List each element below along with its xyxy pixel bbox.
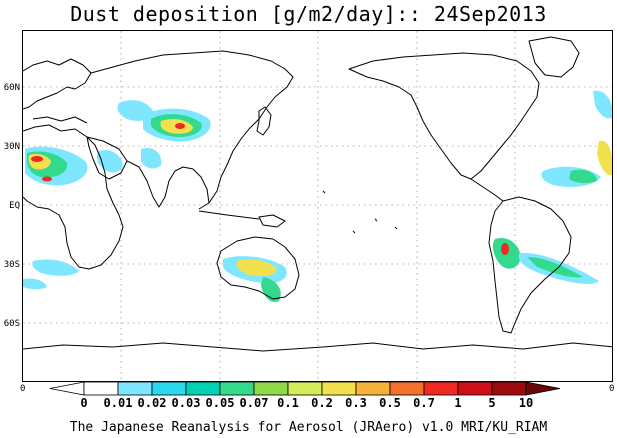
coast-south-america <box>488 196 572 334</box>
lat-label-30s: 30S <box>3 260 20 270</box>
dust-plume-atlantic-core <box>569 169 597 184</box>
dust-peak-patagonia <box>501 243 509 255</box>
colorbar-tick-label: 0.3 <box>345 396 367 410</box>
lat-label-30n: 30N <box>3 142 20 152</box>
coast-pacific-islands <box>322 190 398 234</box>
coast-indonesia <box>198 210 260 220</box>
dust-plume-south-atlantic <box>23 278 47 290</box>
colorbar-tick-label: 1 <box>454 396 462 410</box>
colorbar-cell <box>219 381 255 396</box>
colorbar-cell <box>355 381 391 396</box>
colorbar-cell <box>253 381 289 396</box>
colorbar-tick-label: 0.7 <box>413 396 435 410</box>
coast-africa <box>23 124 124 270</box>
colorbar-tick-label: 0.02 <box>137 396 167 410</box>
coast-north-america <box>348 52 540 180</box>
colorbar-tick-label: 10 <box>518 396 534 410</box>
colorbar-cells <box>49 381 561 396</box>
colorbar-cell <box>117 381 153 396</box>
map-graticule <box>23 31 612 381</box>
colorbar-cell <box>457 381 493 396</box>
coast-mediterranean <box>32 116 88 124</box>
coast-europe <box>23 58 92 110</box>
coast-greenland <box>528 36 580 78</box>
colorbar-cell <box>83 381 119 396</box>
colorbar-tick-label: 0.1 <box>277 396 299 410</box>
colorbar-cell <box>287 381 323 396</box>
colorbar-tick-label: 0.07 <box>239 396 269 410</box>
map-title: Dust deposition [g/m2/day]:: 24Sep2013 <box>70 2 547 26</box>
coast-india <box>126 160 210 208</box>
colorbar <box>49 381 561 396</box>
coast-australia <box>216 236 300 300</box>
coast-asia-north <box>90 50 294 88</box>
dust-plume-east-edge <box>593 90 612 119</box>
lat-label-60n: 60N <box>3 83 20 93</box>
dust-plume-south-atlantic-core <box>527 257 583 278</box>
corner-label-right: 0 <box>609 384 615 394</box>
dust-plume-australia-mid <box>236 259 277 277</box>
coast-asia-east <box>198 86 288 210</box>
colorbar-cell <box>151 381 187 396</box>
colorbar-cell <box>423 381 459 396</box>
coast-antarctica <box>23 342 612 352</box>
dust-peak-sahara-2 <box>42 176 52 182</box>
dust-plume-south-africa <box>32 259 79 276</box>
corner-label-left: 0 <box>20 384 26 394</box>
map-coastlines <box>23 36 612 352</box>
colorbar-tick-label: 0.05 <box>205 396 235 410</box>
map-panel <box>22 30 613 382</box>
colorbar-arrow-low <box>49 381 85 396</box>
colorbar-cell <box>389 381 425 396</box>
colorbar-cell <box>491 381 527 396</box>
colorbar-cell <box>185 381 221 396</box>
colorbar-tick-label: 0.01 <box>103 396 133 410</box>
colorbar-arrow-high <box>525 381 561 396</box>
dust-plume-arabia <box>96 149 123 173</box>
colorbar-tick-label: 0.5 <box>379 396 401 410</box>
lat-label-eq: EQ <box>9 201 20 211</box>
colorbar-tick-label: 0.03 <box>171 396 201 410</box>
colorbar-cell <box>321 381 357 396</box>
dust-peak-sahara <box>31 156 43 162</box>
colorbar-tick-label: 0 <box>80 396 88 410</box>
dust-plume-east-edge-2 <box>597 140 612 176</box>
colorbar-tick-label: 0.2 <box>311 396 333 410</box>
lat-label-60s: 60S <box>3 319 20 329</box>
coast-new-guinea <box>258 214 286 228</box>
colorbar-tick-label: 5 <box>488 396 496 410</box>
dust-plume-south-asia <box>141 147 162 169</box>
coast-japan <box>256 106 272 136</box>
coast-central-america <box>470 178 504 202</box>
map-canvas <box>23 31 612 381</box>
coast-arabia <box>86 136 128 180</box>
footer-credit: The Japanese Reanalysis for Aerosol (JRA… <box>69 420 548 435</box>
dust-plume-australia-tail <box>261 277 281 302</box>
dust-peak-gobi <box>175 123 185 129</box>
